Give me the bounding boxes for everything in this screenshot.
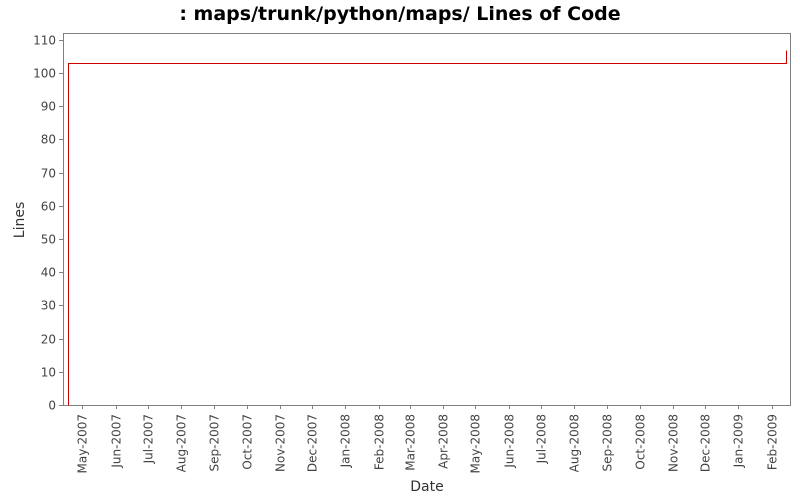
x-tick-label: Nov-2008 — [667, 414, 681, 472]
x-tick-label: Feb-2008 — [373, 414, 387, 470]
x-tick-label: Sep-2007 — [208, 414, 222, 472]
y-tick-label: 110 — [33, 34, 56, 48]
y-tick-label: 80 — [41, 133, 56, 147]
chart-title: : maps/trunk/python/maps/ Lines of Code — [179, 3, 621, 25]
series-line — [68, 50, 787, 406]
plot-area — [63, 33, 791, 406]
x-tick-label: Mar-2008 — [404, 414, 418, 471]
plot-border — [63, 33, 791, 406]
x-axis-title: Date — [410, 479, 443, 495]
x-tick-label: Jul-2007 — [142, 414, 156, 464]
x-tick-label: Sep-2008 — [601, 414, 615, 472]
x-tick-label: Jun-2007 — [110, 414, 124, 469]
series-layer — [68, 50, 787, 406]
y-tick-label: 90 — [41, 100, 56, 114]
y-tick-label: 50 — [41, 233, 56, 247]
x-tick-label: Oct-2007 — [241, 414, 255, 470]
x-tick-label: Apr-2008 — [437, 414, 451, 469]
x-axis: May-2007 Jun-2007 Jul-2007 Aug-2007 Sep-2007… — [76, 405, 780, 473]
y-tick-label: 0 — [48, 399, 56, 413]
y-tick-label: 100 — [33, 67, 56, 81]
x-tick-label: Jan-2008 — [339, 414, 353, 468]
x-tick-label: Aug-2007 — [175, 414, 189, 472]
x-tick-label: Oct-2008 — [634, 414, 648, 470]
y-tick-label: 70 — [41, 167, 56, 181]
y-tick-label: 10 — [41, 366, 56, 380]
x-tick-label: May-2008 — [469, 414, 483, 473]
x-tick-label: Jan-2009 — [732, 414, 746, 468]
y-axis-title: Lines — [12, 202, 28, 238]
y-tick-label: 40 — [41, 266, 56, 280]
x-tick-label: Dec-2008 — [699, 414, 713, 472]
x-tick-label: Jun-2008 — [503, 414, 517, 469]
y-tick-label: 60 — [41, 200, 56, 214]
x-tick-label: Feb-2009 — [766, 414, 780, 470]
x-tick-label: Jul-2008 — [535, 414, 549, 464]
y-tick-label: 20 — [41, 333, 56, 347]
x-tick-label: May-2007 — [76, 414, 90, 473]
y-tick-label: 30 — [41, 299, 56, 313]
x-tick-label: Dec-2007 — [306, 414, 320, 472]
y-axis: 0 10 20 30 40 50 60 70 80 90 100 110 — [33, 34, 63, 413]
x-tick-label: Nov-2007 — [274, 414, 288, 472]
x-tick-label: Aug-2008 — [568, 414, 582, 472]
